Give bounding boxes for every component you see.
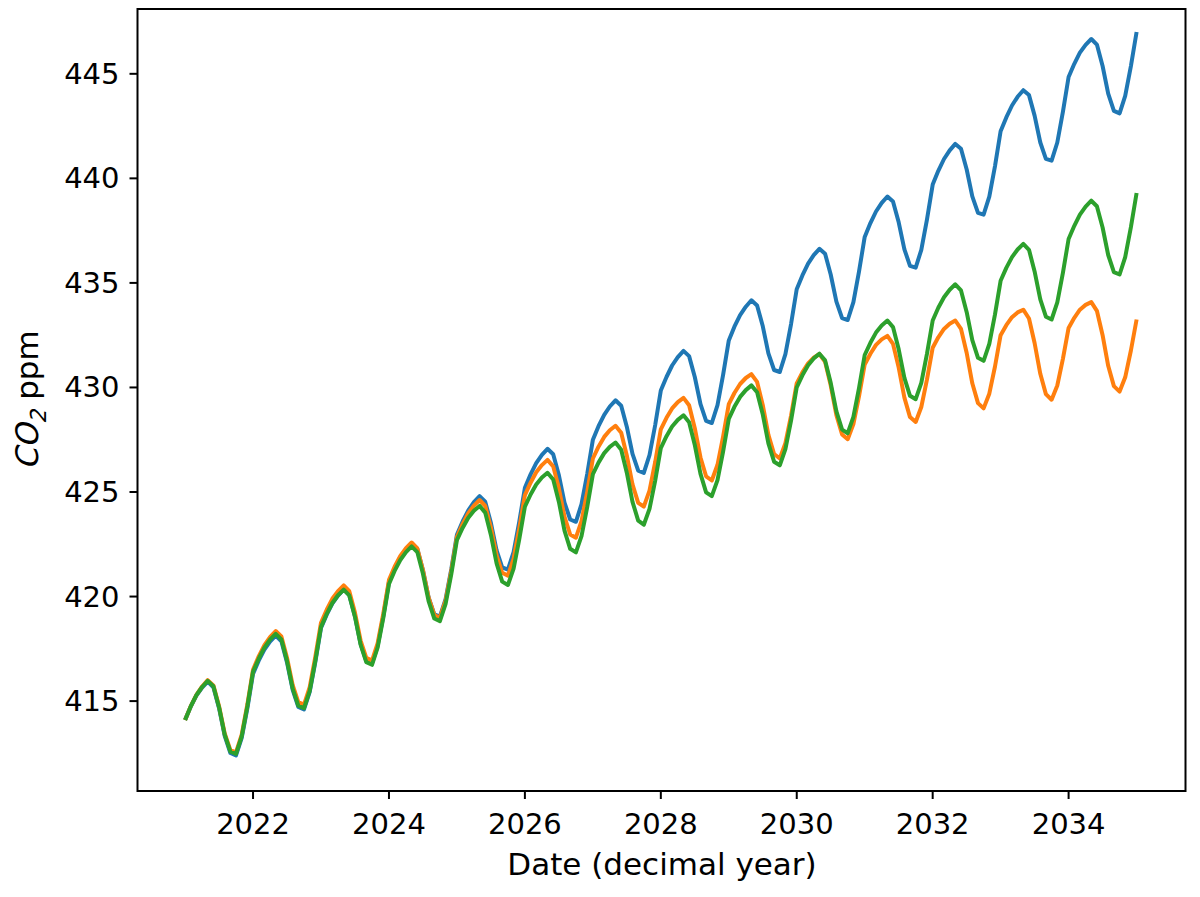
x-axis-label: Date (decimal year) <box>507 846 816 882</box>
series-line-stabilizing-scenario <box>185 302 1137 752</box>
y-tick-label: 430 <box>64 370 119 404</box>
x-tick-label: 2034 <box>1032 807 1106 841</box>
y-tick-label: 415 <box>64 684 119 718</box>
axes-spines <box>138 9 1186 791</box>
x-tick-label: 2032 <box>896 807 970 841</box>
x-tick-label: 2022 <box>216 807 290 841</box>
y-tick-label: 425 <box>64 475 119 509</box>
x-tick-label: 2026 <box>488 807 562 841</box>
y-tick-label: 445 <box>64 57 119 91</box>
x-tick-label: 2030 <box>760 807 834 841</box>
y-axis-label-subscript: 2 <box>26 410 51 424</box>
y-tick-label: 440 <box>64 161 119 195</box>
co2-line-chart-plot-area: 2022 2024 2026 2028 2030 2032 2034 415 420 425 430… <box>0 0 1200 897</box>
y-axis-label-ppm: ppm <box>9 330 45 409</box>
y-axis-label-co: CO <box>9 424 45 470</box>
co2-projection-figure: 2022 2024 2026 2028 2030 2032 2034 415 420 425 430… <box>0 0 1200 897</box>
y-axis-label: CO2 ppm <box>9 330 50 469</box>
y-tick-label: 420 <box>64 580 119 614</box>
series-line-moderate-growth-scenario <box>185 193 1137 754</box>
x-tick-label: 2024 <box>352 807 426 841</box>
y-tick-label: 435 <box>64 266 119 300</box>
x-tick-label: 2028 <box>624 807 698 841</box>
series-line-accelerating-growth-scenario <box>185 32 1137 756</box>
